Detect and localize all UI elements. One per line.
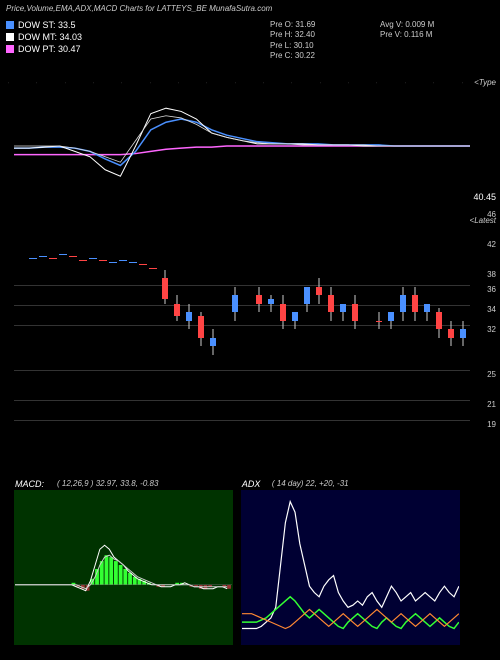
macd-label: MACD: — [15, 479, 44, 489]
macd-params: ( 12,26,9 ) 32.97, 33.8, -0.83 — [57, 479, 158, 488]
legend-item: DOW PT: 30.47 — [6, 44, 82, 54]
stats-right: Avg V: 0.009 MPre V: 0.116 M — [380, 20, 434, 41]
bottom-indicators: MACD: ( 12,26,9 ) 32.97, 33.8, -0.83 ADX… — [14, 490, 470, 645]
ema-panel — [14, 92, 470, 200]
legend-swatch — [6, 33, 14, 41]
adx-panel: ADX ( 14 day) 22, +20, -31 — [241, 490, 460, 645]
legend: DOW ST: 33.5 DOW MT: 34.03 DOW PT: 30.47 — [6, 20, 82, 56]
x-axis: ················· — [14, 78, 470, 90]
price-label: 40.45 — [473, 192, 496, 202]
legend-label: DOW ST: 33.5 — [18, 20, 76, 30]
legend-swatch — [6, 45, 14, 53]
legend-swatch — [6, 21, 14, 29]
legend-item: DOW ST: 33.5 — [6, 20, 82, 30]
legend-label: DOW MT: 34.03 — [18, 32, 82, 42]
chart-title: Price,Volume,EMA,ADX,MACD Charts for LAT… — [6, 4, 272, 13]
stats-left: Pre O: 31.69Pre H: 32.40Pre L: 30.10Pre … — [270, 20, 315, 62]
adx-params: ( 14 day) 22, +20, -31 — [272, 479, 349, 488]
legend-item: DOW MT: 34.03 — [6, 32, 82, 42]
y-label-top: <Type — [474, 78, 496, 87]
adx-label: ADX — [242, 479, 261, 489]
legend-label: DOW PT: 30.47 — [18, 44, 81, 54]
candle-panel — [14, 210, 470, 440]
macd-panel: MACD: ( 12,26,9 ) 32.97, 33.8, -0.83 — [14, 490, 233, 645]
